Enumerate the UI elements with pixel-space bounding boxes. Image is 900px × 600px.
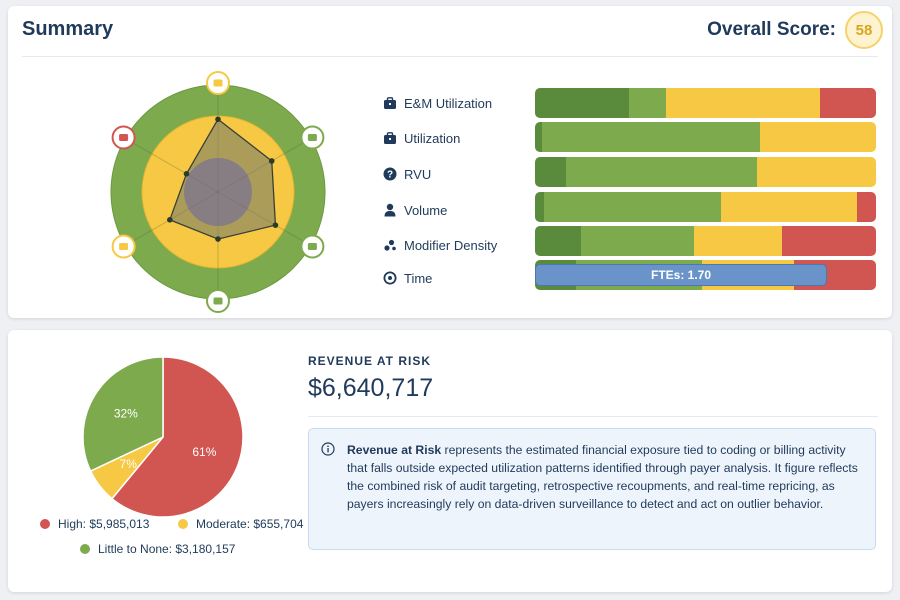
bar-segment-dark-green [535, 226, 582, 256]
metric-bar-volume[interactable] [535, 192, 876, 222]
bar-segment-light-green [581, 226, 694, 256]
bar-segment-yellow [693, 226, 783, 256]
dots-icon [382, 237, 398, 253]
bar-segment-yellow [760, 122, 876, 152]
metric-row-time: Time [382, 263, 432, 293]
legend-high-label: High: $5,985,013 [58, 517, 150, 531]
metric-row-em-utilization: E&M Utilization [382, 88, 492, 118]
bar-segment-dark-green [535, 88, 629, 118]
bar-segment-light-green [565, 157, 757, 187]
legend-little-label: Little to None: $3,180,157 [98, 542, 236, 556]
legend-moderate-label: Moderate: $655,704 [196, 517, 304, 531]
question-icon: ? [382, 166, 398, 182]
radar-point [215, 116, 221, 123]
metric-bar-em-utilization[interactable] [535, 88, 876, 118]
metric-label: Modifier Density [404, 237, 498, 253]
bar-segment-red [857, 192, 876, 222]
briefcase-icon [300, 125, 325, 150]
metric-row-utilization: Utilization [382, 123, 460, 153]
legend-moderate: Moderate: $655,704 [178, 517, 303, 531]
summary-divider [22, 56, 878, 57]
briefcase-icon [206, 71, 230, 95]
summary-title: Summary [22, 18, 114, 40]
bar-segment-dark-green [535, 192, 544, 222]
pie-slice-label: 7% [120, 457, 138, 471]
flask-icon [206, 289, 230, 313]
clock-icon [382, 270, 398, 286]
bar-segment-light-green [543, 192, 721, 222]
metric-label: Utilization [404, 130, 461, 146]
revenue-heading: REVENUE AT RISK [308, 354, 432, 368]
svg-text:?: ? [387, 170, 393, 181]
pie-slice[interactable] [110, 356, 244, 518]
overall-score-badge: 58 [845, 11, 883, 49]
legend-dot-high [40, 519, 50, 529]
radar-point [215, 236, 221, 242]
person-icon [382, 202, 398, 218]
revenue-pie-chart: 61% 7% 32% [82, 356, 244, 518]
metric-row-rvu: ? RVU [382, 159, 431, 189]
metric-label: RVU [404, 166, 432, 182]
metric-row-modifier-density: Modifier Density [382, 230, 497, 260]
briefcase-icon [382, 130, 398, 146]
metric-label: E&M Utilization [404, 95, 493, 111]
fte-indicator: FTEs: 1.70 [535, 264, 827, 286]
revenue-card: 61% 7% 32% High: $5,985,013 Moderate: $655… [8, 330, 892, 592]
bar-segment-light-green [628, 88, 667, 118]
pie-slice[interactable] [82, 356, 164, 473]
pie-slice-label: 32% [114, 406, 138, 420]
info-bold-text: Revenue at Risk [347, 443, 442, 457]
bar-segment-yellow [666, 88, 820, 118]
legend-dot-little [80, 544, 90, 554]
bar-segment-dark-green [535, 157, 566, 187]
bar-segment-red [819, 88, 876, 118]
pie-slice-label: 61% [192, 445, 216, 459]
bar-segment-dark-green [535, 122, 542, 152]
metric-bar-modifier-density[interactable] [535, 226, 876, 256]
metric-bar-utilization[interactable] [535, 122, 876, 152]
bar-segment-yellow [756, 157, 876, 187]
info-body-text: represents the estimated financial expos… [347, 443, 858, 511]
metric-label: Volume [404, 202, 448, 218]
bar-segment-red [782, 226, 876, 256]
legend-high: High: $5,985,013 [40, 517, 149, 531]
dollar-icon [300, 234, 325, 259]
radar-point [183, 171, 190, 177]
briefcase-icon [382, 95, 398, 111]
calendar-icon [111, 125, 136, 150]
summary-card: Summary Overall Score: 58 E&M Utilizatio… [8, 6, 892, 318]
radar-chart [110, 71, 326, 313]
legend-dot-moderate [178, 519, 188, 529]
radar-point [268, 158, 275, 164]
share-icon [111, 234, 136, 259]
metric-label: Time [404, 270, 433, 286]
revenue-info-box: Revenue at Risk represents the estimated… [308, 428, 876, 550]
radar-point [167, 217, 173, 223]
radar-point [272, 222, 279, 228]
info-icon [321, 442, 335, 461]
bar-segment-light-green [541, 122, 761, 152]
overall-score-label: Overall Score: [707, 19, 836, 40]
metric-row-volume: Volume [382, 195, 447, 225]
revenue-value: $6,640,717 [308, 374, 434, 402]
metric-bar-rvu[interactable] [535, 157, 876, 187]
bar-segment-yellow [720, 192, 858, 222]
legend-little: Little to None: $3,180,157 [80, 542, 235, 556]
revenue-divider [308, 416, 878, 417]
